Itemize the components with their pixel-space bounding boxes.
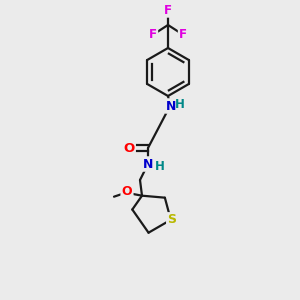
Text: O: O [122, 185, 132, 198]
Text: H: H [175, 98, 185, 112]
Text: F: F [164, 4, 172, 16]
Text: F: F [149, 28, 157, 40]
Text: N: N [143, 158, 153, 170]
Text: S: S [167, 213, 176, 226]
Text: F: F [179, 28, 187, 40]
Text: O: O [123, 142, 135, 154]
Text: N: N [166, 100, 176, 112]
Text: H: H [155, 160, 165, 173]
